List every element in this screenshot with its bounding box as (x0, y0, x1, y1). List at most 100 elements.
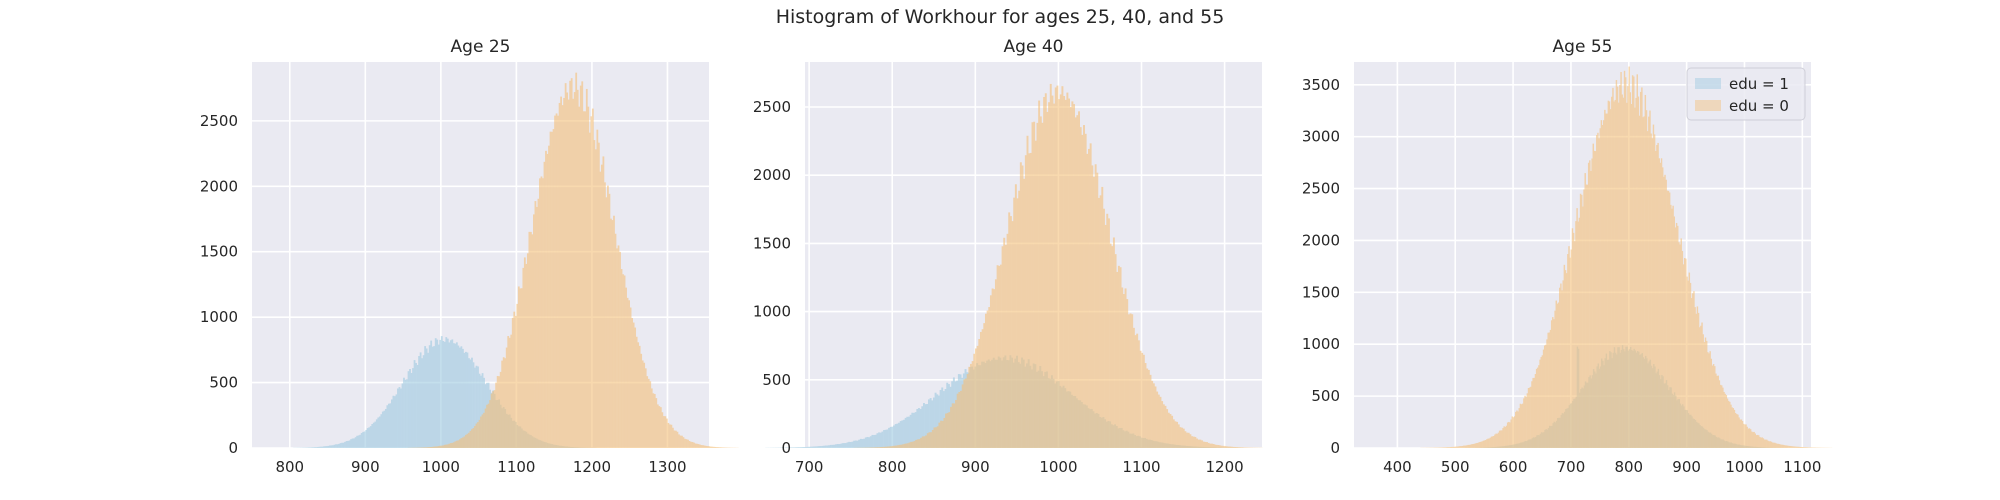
histogram-bar (878, 432, 881, 448)
histogram-bar (1725, 395, 1728, 448)
histogram-bar (312, 447, 315, 448)
histogram-bar (1139, 350, 1142, 448)
histogram-bar (913, 441, 916, 448)
histogram-bar (1600, 120, 1603, 448)
histogram-bar (332, 445, 334, 448)
histogram-bar (1736, 414, 1738, 448)
histogram-bar (472, 428, 475, 448)
histogram-bar (351, 438, 354, 448)
histogram-bar (458, 439, 461, 448)
histogram-bar (936, 394, 939, 448)
histogram-bar (1162, 404, 1165, 448)
histogram-bar (1720, 385, 1723, 448)
histogram-bar (956, 393, 959, 448)
histogram-bar (1697, 312, 1700, 448)
histogram-bar (587, 106, 590, 448)
histogram-bar (348, 440, 351, 448)
histogram-bar (863, 438, 866, 448)
histogram-bar (1518, 408, 1520, 448)
histogram-bar (989, 295, 992, 448)
histogram-bar (374, 421, 377, 448)
histogram-bar (694, 443, 697, 448)
histogram-bar (839, 443, 842, 448)
histogram-bar (1119, 267, 1122, 448)
histogram-bar (510, 334, 513, 448)
histogram-bar (484, 408, 487, 448)
histogram-bar (309, 447, 312, 448)
histogram-bar (685, 439, 688, 448)
histogram-bar (1460, 446, 1463, 448)
histogram-bar (1607, 100, 1610, 449)
histogram-bar (1239, 447, 1242, 448)
histogram-bar (1469, 444, 1472, 448)
histogram-bar (596, 129, 599, 448)
x-tick-label: 1100 (1783, 458, 1821, 476)
histogram-bar (431, 346, 434, 448)
histogram-bar (1136, 333, 1139, 448)
histogram-bar (605, 197, 608, 448)
histogram-bar (1083, 125, 1085, 448)
histogram-bar (869, 436, 872, 448)
histogram-bar (631, 317, 634, 448)
histogram-bar (307, 447, 310, 448)
histogram-bar (1535, 368, 1538, 448)
histogram-bar (1711, 365, 1714, 448)
histogram-bar (389, 403, 392, 448)
histogram-bar (1031, 122, 1034, 448)
histogram-bar (1696, 306, 1699, 448)
legend-label: edu = 0 (1729, 97, 1789, 115)
histogram-bar (567, 99, 570, 449)
histogram-bar (474, 425, 476, 448)
y-tick-label: 500 (762, 371, 791, 389)
y-tick-label: 2500 (200, 112, 238, 130)
histogram-bar (991, 288, 994, 448)
histogram-bar (1701, 322, 1703, 448)
histogram-bar (1715, 373, 1717, 448)
histogram-bar (929, 398, 932, 448)
histogram-bar (1013, 197, 1016, 448)
histogram-bar (1516, 410, 1518, 448)
histogram-bar (1009, 216, 1012, 448)
histogram-bar (966, 374, 969, 448)
histogram-bar (696, 443, 698, 448)
histogram-bar (1197, 439, 1200, 448)
histogram-bar (1629, 92, 1632, 449)
histogram-bar (1754, 433, 1756, 448)
histogram-bar (1576, 208, 1578, 448)
histogram-bar (584, 111, 587, 449)
histogram-bar (451, 442, 454, 448)
histogram-bar (1559, 287, 1561, 448)
histogram-bar (430, 446, 433, 448)
histogram-bar (377, 417, 380, 448)
histogram-bar (858, 439, 861, 448)
histogram-bar (638, 345, 641, 448)
histogram-bar (1121, 287, 1124, 448)
histogram-bar (896, 423, 899, 448)
histogram-bar (1592, 143, 1595, 448)
histogram-bar (1587, 162, 1590, 449)
histogram-bar (371, 424, 374, 448)
histogram-bar (1705, 340, 1708, 448)
histogram-bar (1719, 384, 1722, 448)
histogram-bar (1111, 246, 1114, 448)
histogram-bar (1074, 117, 1077, 448)
y-tick-label: 1000 (200, 308, 238, 326)
histogram-bar (486, 404, 488, 448)
histogram-bar (1240, 447, 1243, 448)
histogram-bar (1166, 409, 1169, 448)
histogram-bar (1774, 442, 1776, 448)
histogram-bar (1538, 365, 1540, 448)
x-tick-label: 1100 (1122, 458, 1160, 476)
histogram-bar (1506, 422, 1509, 448)
histogram-bar (469, 359, 472, 448)
histogram-bar (1606, 113, 1608, 449)
histogram-bar (469, 430, 472, 448)
histogram-bar (419, 352, 422, 448)
histogram-bar (687, 439, 689, 448)
histogram-bar (1791, 446, 1794, 448)
histogram-bar (908, 416, 910, 448)
histogram-bar (324, 446, 327, 448)
histogram-bar (1242, 447, 1245, 448)
histogram-bar (519, 288, 522, 448)
histogram-bar (1092, 176, 1095, 448)
